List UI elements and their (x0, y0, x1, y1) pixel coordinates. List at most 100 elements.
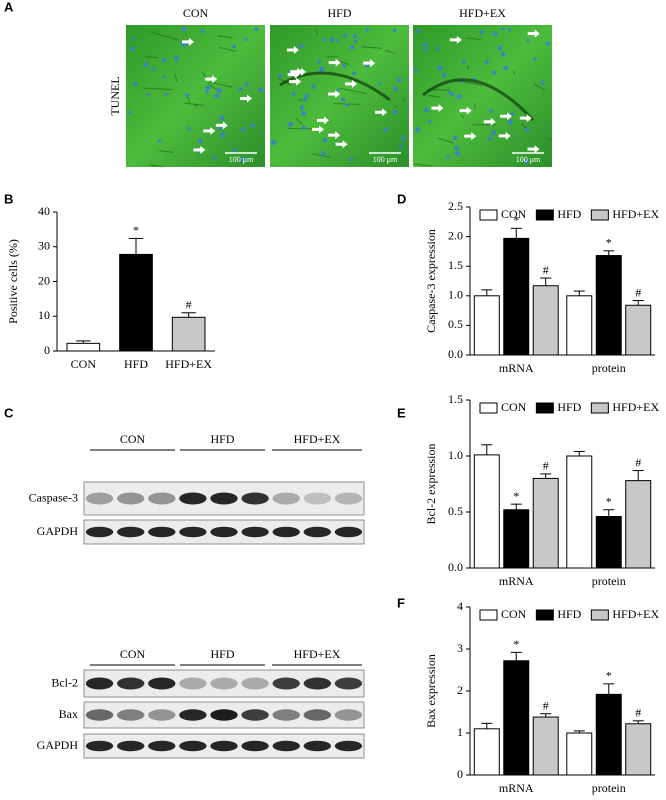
y-tick-label: 2 (457, 683, 463, 697)
nucleus (244, 37, 248, 41)
significance-mark: * (513, 213, 519, 227)
legend-swatch (535, 209, 554, 221)
nucleus (301, 125, 306, 130)
bar (503, 509, 530, 569)
blot-band (179, 677, 207, 690)
arrow (181, 37, 194, 46)
nucleus (378, 82, 382, 86)
nucleus (299, 105, 304, 111)
nucleus (352, 71, 356, 76)
arrow (328, 89, 341, 98)
blot-band (210, 709, 238, 721)
significance-mark: * (606, 236, 612, 250)
arrow (286, 45, 299, 54)
group-label: HFD+EX (459, 6, 506, 20)
y-tick-label: 30 (38, 239, 50, 253)
fiber (361, 46, 382, 49)
significance-mark: # (635, 706, 641, 720)
y-tick-label: 0 (457, 767, 463, 781)
legend-label: HFD+EX (612, 207, 659, 221)
blot-band (303, 677, 332, 690)
nucleus (319, 66, 325, 72)
blot-band (85, 677, 114, 690)
fiber (394, 105, 398, 108)
fiber (187, 96, 191, 105)
row-label: Bcl-2 (51, 675, 78, 689)
fiber (533, 83, 546, 91)
nucleus (144, 62, 149, 68)
legend-label: HFD (557, 400, 581, 414)
nucleus (353, 39, 358, 44)
nucleus (342, 33, 347, 38)
blot-band (148, 677, 176, 690)
blot-band (116, 709, 145, 721)
nucleus (454, 145, 459, 151)
arrow (527, 29, 540, 38)
blot-band (334, 709, 363, 721)
bar (595, 515, 622, 569)
panel-letter: F (397, 595, 405, 610)
legend-label: HFD (557, 207, 581, 221)
panel-letter: E (397, 405, 406, 420)
fiber (174, 74, 178, 83)
blot-band (210, 526, 238, 538)
row-label: Caspase-3 (29, 490, 78, 504)
fiber (150, 31, 179, 41)
significance-mark: * (513, 637, 519, 651)
x-tick-label: HFD+EX (165, 357, 212, 371)
blot-band (210, 677, 238, 690)
nucleus (383, 127, 389, 133)
significance-mark: # (543, 263, 549, 277)
nucleus (291, 91, 296, 96)
nucleus (258, 87, 264, 93)
fiber (337, 60, 350, 66)
fiber (427, 94, 441, 98)
fiber (219, 46, 237, 52)
blot-band (334, 492, 363, 505)
nucleus (146, 93, 151, 97)
blot-band (334, 740, 363, 752)
nucleus (232, 44, 236, 49)
nucleus (213, 155, 217, 160)
fiber (312, 153, 331, 158)
blot-band (116, 526, 145, 538)
arrow (328, 58, 341, 67)
nucleus (423, 107, 429, 113)
y-tick-label: 0.5 (448, 504, 463, 518)
nucleus (197, 138, 203, 144)
blot-band (116, 740, 145, 752)
fiber (217, 35, 233, 39)
bar (473, 728, 500, 776)
nucleus (437, 65, 443, 71)
nucleus (219, 132, 225, 138)
nucleus (311, 84, 316, 90)
blot-band (116, 492, 145, 505)
bar (595, 255, 622, 356)
fiber (413, 163, 433, 167)
nucleus (329, 37, 335, 43)
nucleus (161, 57, 167, 63)
bar (532, 285, 559, 356)
legend-swatch (479, 609, 498, 621)
legend-swatch (479, 209, 498, 221)
nucleus (185, 93, 190, 98)
nucleus (448, 90, 452, 95)
fiber (295, 117, 303, 125)
bar (66, 342, 101, 352)
nucleus (365, 27, 369, 32)
fiber (402, 97, 405, 102)
nucleus (545, 41, 550, 46)
significance-mark: # (635, 285, 641, 299)
x-tick-label: mRNA (499, 574, 534, 588)
blot-band (210, 740, 238, 752)
bar (532, 716, 559, 776)
blot-band (241, 526, 269, 538)
arrow (500, 112, 513, 121)
nucleus (232, 148, 237, 152)
y-tick-label: 0.5 (448, 317, 463, 331)
blot-band (241, 492, 269, 505)
bar (119, 253, 153, 352)
nucleus (436, 46, 440, 50)
significance-mark: * (133, 223, 139, 237)
